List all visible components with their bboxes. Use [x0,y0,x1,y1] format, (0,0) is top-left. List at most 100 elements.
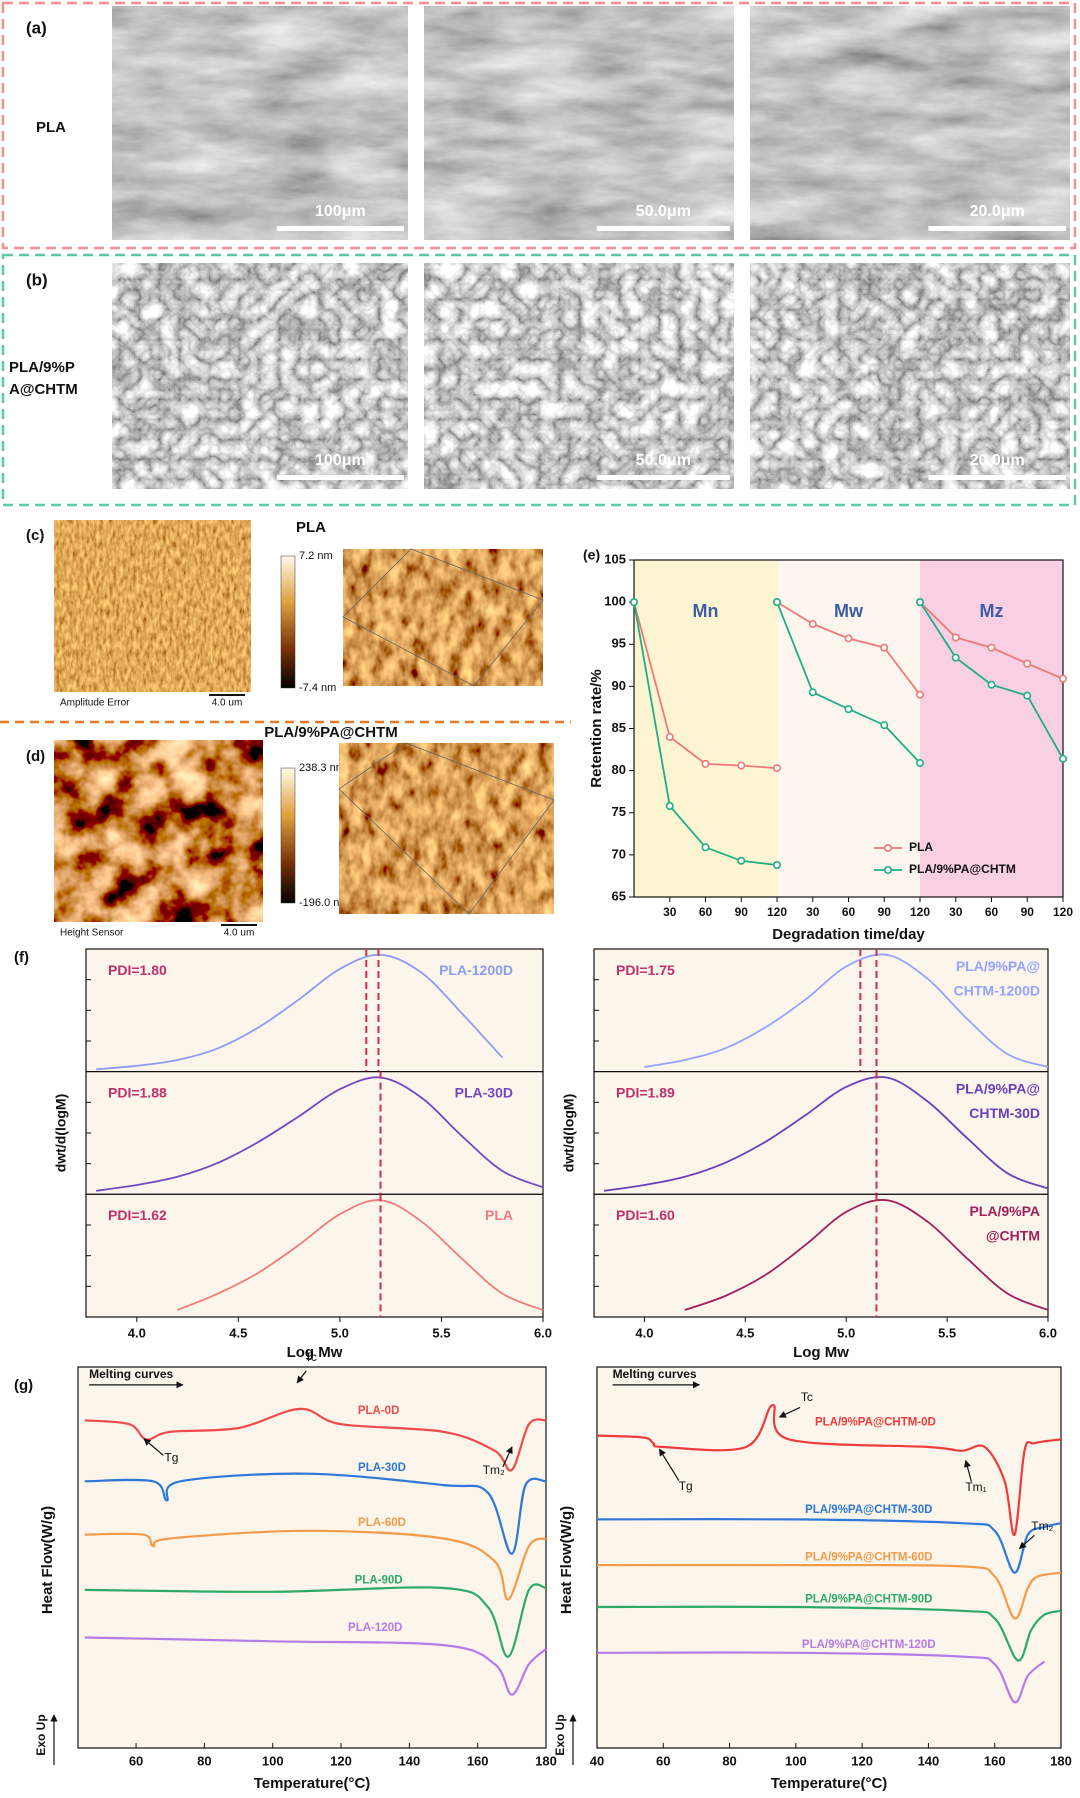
data-point [772,860,781,869]
scale-bar-label: 20.0μm [970,203,1025,220]
plot-bg [596,1366,1062,1749]
scale-bar-label: 100μm [315,452,366,469]
y-axis-label: dwt/d(logM) [561,1094,577,1173]
x-tick-label: 60 [842,905,856,919]
legend-marker [883,843,892,852]
gpc-curve [96,953,504,1071]
x-tick-label: 180 [1050,1753,1072,1768]
sem-image [112,263,408,489]
sem-image [424,263,734,489]
x-tick-label: 80 [722,1753,736,1768]
y-axis-label: dwt/d(logM) [53,1094,69,1173]
x-tick-label: 4.0 [635,1325,653,1340]
scale-bar [928,226,1066,231]
annotation-arrow [963,1459,973,1482]
data-point [737,761,746,770]
panel-label: (f) [14,949,29,966]
curve-label: PLA-30D [358,1462,406,1474]
panel-box [1,1,1077,250]
legend-label: PLA [909,840,933,854]
x-tick-label: 60 [656,1753,670,1768]
x-axis-label: Temperature(°C) [254,1775,371,1792]
pdi-label: PDI=1.89 [616,1084,675,1100]
annotation: Tc [305,1350,317,1364]
afm-image [54,740,263,922]
afm-image [54,520,251,692]
pdi-label: PDI=1.62 [108,1207,167,1223]
x-tick-label: 120 [767,905,787,919]
segment-shade [920,560,1063,897]
sample-label: PLA/9%P [9,359,75,376]
scale-bar-label: 20.0μm [970,452,1025,469]
x-tick-label: 180 [535,1753,557,1768]
x-tick-label: 60 [129,1753,143,1768]
x-tick-label: 40 [590,1753,604,1768]
panel-label: (a) [26,18,47,37]
data-point [1059,754,1068,763]
curve-label: PLA/9%PA@CHTM-60D [805,1552,932,1564]
annotation-arrow [143,1438,164,1456]
color-bar [280,555,296,689]
data-point [737,856,746,865]
panel-label: (c) [26,527,44,544]
x-tick-label: 120 [330,1753,352,1768]
curve-label: PLA-120D [348,1622,402,1634]
panel-label: (d) [26,748,45,765]
annotation-arrow [1018,1534,1035,1550]
dsc-curve [596,1651,1046,1704]
x-tick-label: 6.0 [1039,1325,1057,1340]
curve-label: PLA-0D [358,1405,400,1417]
scale-bar-label: 50.0μm [636,452,691,469]
scale-bar [276,226,404,231]
x-axis-label: Degradation time/day [772,926,925,943]
subplot-bg [85,948,544,1073]
x-tick-label: 6.0 [534,1325,552,1340]
data-point [951,633,960,642]
data-point [701,759,710,768]
sem-image [424,6,734,240]
sample-label: A@CHTM [9,381,78,398]
y-tick-label: 90 [612,678,626,693]
x-tick-label: 4.5 [229,1325,247,1340]
data-point [629,598,638,607]
annotation: Tm₂ [1031,1519,1053,1533]
y-tick-label: 85 [612,720,626,735]
curve-label: PLA [485,1207,513,1223]
x-tick-label: 120 [910,905,930,919]
data-point [915,690,924,699]
data-point [808,688,817,697]
surface-3d-frame [342,548,544,687]
annotation-arrow [296,1370,307,1384]
curve-label: PLA/9%PA@CHTM-30D [805,1504,932,1516]
x-tick-label: 5.5 [432,1325,450,1340]
annotation: Tm₁ [965,1480,986,1494]
data-point [987,643,996,652]
exo-label: Exo Up [553,1714,567,1755]
annotation: Tg [164,1450,178,1464]
data-point [665,802,674,811]
dsc-curve [596,1605,1062,1662]
annotation: Tm₂ [483,1463,505,1477]
annotation: Tc [801,1390,813,1404]
color-max: 238.3 nm [299,762,345,774]
color-min: -196.0 nm [299,897,349,909]
dsc-curve [84,1583,547,1658]
plot-bg [77,1366,547,1749]
scale-bar [276,475,404,480]
y-tick-label: 70 [612,846,626,861]
x-tick-label: 160 [467,1753,489,1768]
sem-image [750,263,1070,489]
segment-label: Mz [980,601,1004,621]
x-axis-label: Log Mw [287,1344,343,1361]
surface-3d-frame [338,742,555,915]
subplot-bg [593,1193,1049,1318]
data-point [1059,674,1068,683]
dsc-curve [84,1636,547,1696]
panel-box [1,253,1077,507]
afm-title: PLA [296,519,326,536]
y-tick-label: 100 [604,594,626,609]
y-tick-label: 80 [612,762,626,777]
x-axis-label: Temperature(°C) [771,1775,888,1792]
curve-label: PLA/9%PA@CHTM-120D [802,1639,936,1651]
